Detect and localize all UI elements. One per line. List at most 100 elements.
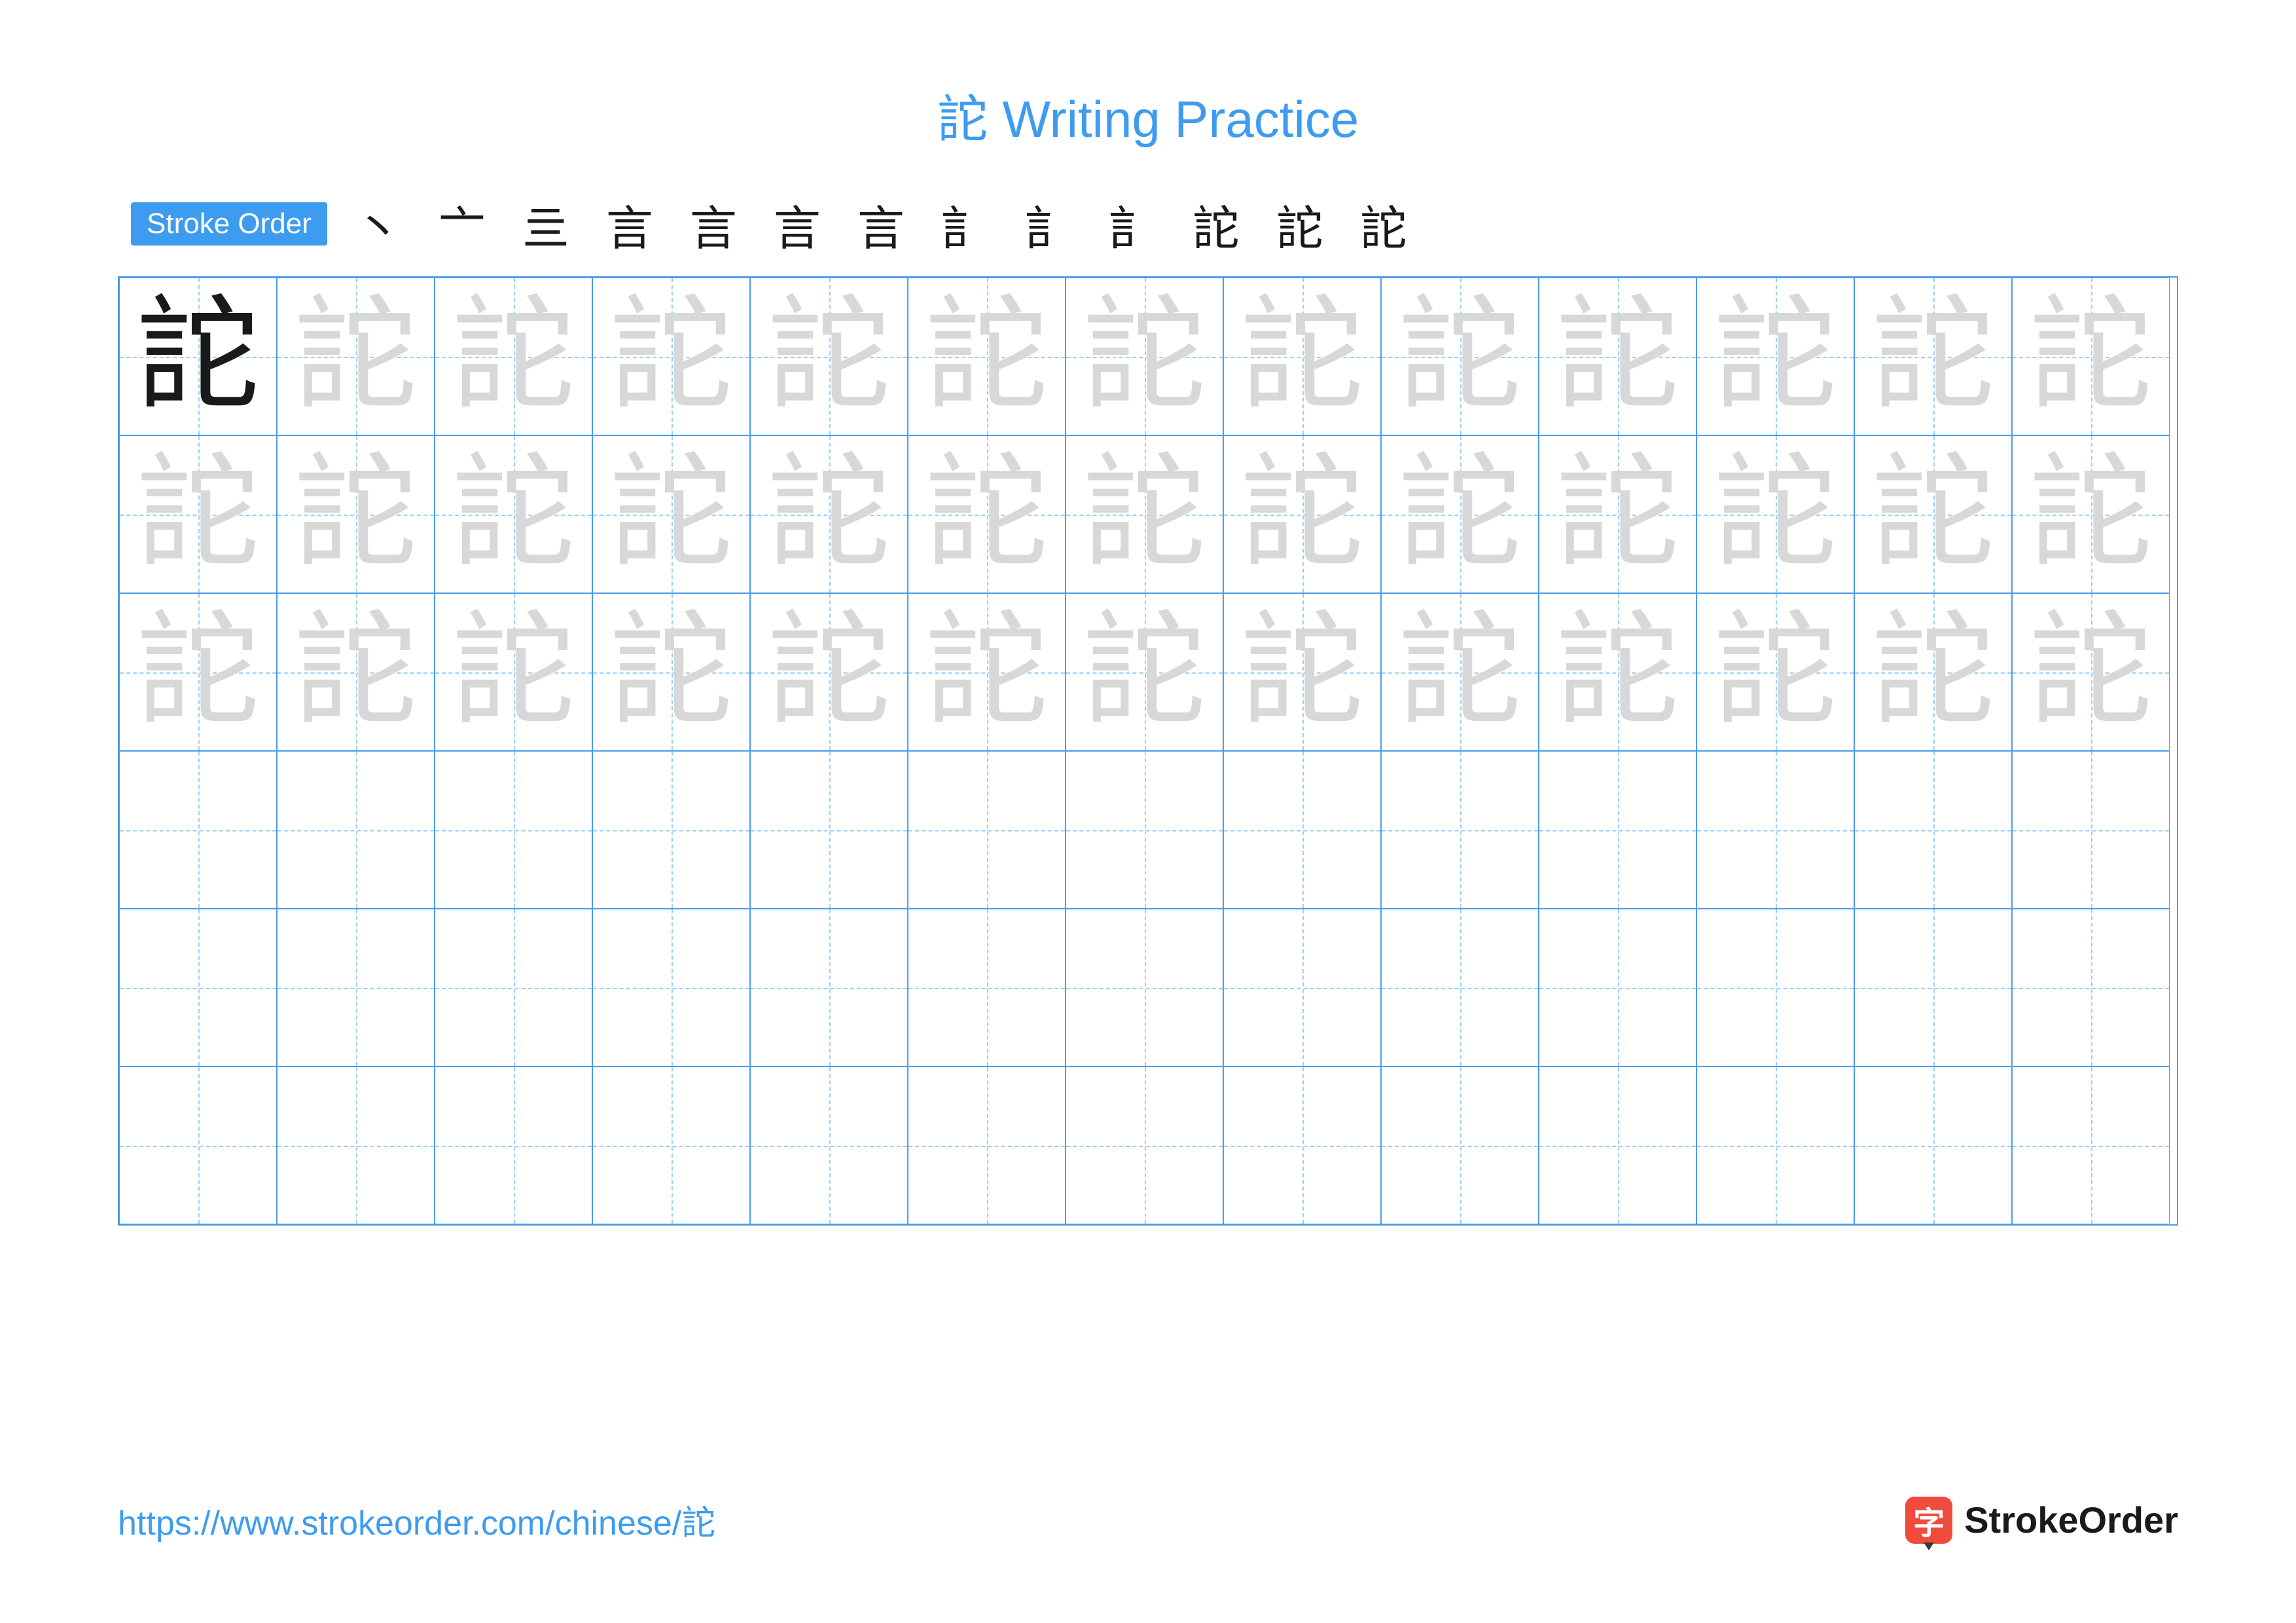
grid-cell: 詑: [119, 278, 277, 435]
grid-cell: 詑: [1539, 593, 1696, 751]
grid-cell: [1696, 909, 1854, 1067]
trace-character: 詑: [293, 452, 418, 577]
grid-cell: [119, 1067, 277, 1224]
grid-cell: [1381, 751, 1539, 909]
trace-character: 詑: [293, 295, 418, 419]
grid-row: 詑詑詑詑詑詑詑詑詑詑詑詑詑: [119, 278, 2177, 435]
grid-cell: 詑: [1696, 593, 1854, 751]
grid-cell: 詑: [1381, 278, 1539, 435]
grid-cell: 詑: [1696, 278, 1854, 435]
grid-cell: [119, 751, 277, 909]
grid-row: 詑詑詑詑詑詑詑詑詑詑詑詑詑: [119, 593, 2177, 751]
stroke-step-13: 詑: [1351, 191, 1416, 257]
grid-cell: 詑: [1854, 593, 2012, 751]
trace-character: 詑: [766, 452, 891, 577]
logo-text: StrokeOrder: [1964, 1499, 2178, 1541]
source-url: https://www.strokeorder.com/chinese/詑: [118, 1495, 715, 1544]
trace-character: 詑: [451, 610, 575, 735]
grid-cell: [1539, 1067, 1696, 1224]
stroke-step-6: 言: [764, 191, 830, 257]
trace-character: 詑: [2028, 452, 2153, 577]
grid-cell: [1223, 1067, 1381, 1224]
trace-character: 詑: [766, 295, 891, 419]
grid-cell: 詑: [1539, 435, 1696, 593]
trace-character: 詑: [609, 452, 733, 577]
stroke-step-8: 訁: [932, 191, 997, 257]
grid-cell: 詑: [435, 593, 592, 751]
trace-character: 詑: [924, 295, 1049, 419]
grid-cell: [435, 1067, 592, 1224]
trace-character: 詑: [293, 610, 418, 735]
logo-icon: 字: [1905, 1497, 1952, 1544]
grid-cell: 詑: [2012, 435, 2170, 593]
stroke-steps-container: 丶亠亖言言言言訁訁訁詑詑詑: [346, 191, 1416, 257]
grid-cell: [1066, 751, 1223, 909]
grid-cell: 詑: [592, 435, 750, 593]
stroke-step-3: 亖: [513, 191, 579, 257]
trace-character: 詑: [451, 452, 575, 577]
trace-character: 詑: [766, 610, 891, 735]
trace-character: 詑: [1240, 295, 1364, 419]
trace-character: 詑: [1555, 610, 1679, 735]
grid-cell: 詑: [1223, 593, 1381, 751]
grid-cell: [908, 751, 1066, 909]
grid-cell: 詑: [1223, 435, 1381, 593]
trace-character: 詑: [1082, 452, 1206, 577]
footer: https://www.strokeorder.com/chinese/詑 字 …: [118, 1495, 2178, 1544]
grid-cell: [908, 1067, 1066, 1224]
grid-cell: 詑: [1066, 593, 1223, 751]
trace-character: 詑: [2028, 295, 2153, 419]
trace-character: 詑: [1871, 610, 1995, 735]
trace-character: 詑: [1397, 610, 1522, 735]
trace-character: 詑: [1240, 610, 1364, 735]
grid-cell: [1066, 909, 1223, 1067]
grid-cell: 詑: [908, 435, 1066, 593]
grid-cell: 詑: [750, 435, 908, 593]
trace-character: 詑: [2028, 610, 2153, 735]
stroke-step-4: 言: [597, 191, 662, 257]
grid-cell: 詑: [277, 278, 435, 435]
grid-cell: [750, 751, 908, 909]
grid-cell: [435, 751, 592, 909]
trace-character: 詑: [1713, 295, 1837, 419]
trace-character: 詑: [1555, 452, 1679, 577]
trace-character: 詑: [1555, 295, 1679, 419]
grid-cell: 詑: [119, 593, 277, 751]
grid-cell: 詑: [908, 278, 1066, 435]
grid-cell: [277, 909, 435, 1067]
grid-cell: [592, 1067, 750, 1224]
trace-character: 詑: [1871, 295, 1995, 419]
stroke-step-2: 亠: [429, 191, 495, 257]
grid-cell: [1539, 751, 1696, 909]
stroke-step-10: 訁: [1100, 191, 1165, 257]
grid-cell: [1539, 909, 1696, 1067]
trace-character: 詑: [135, 610, 260, 735]
trace-character: 詑: [1082, 610, 1206, 735]
stroke-step-11: 詑: [1183, 191, 1249, 257]
grid-cell: [1696, 751, 1854, 909]
grid-cell: 詑: [750, 278, 908, 435]
trace-character: 詑: [1240, 452, 1364, 577]
trace-character: 詑: [451, 295, 575, 419]
grid-row: [119, 909, 2177, 1067]
grid-cell: [750, 909, 908, 1067]
trace-character: 詑: [1397, 295, 1522, 419]
trace-character: 詑: [609, 295, 733, 419]
trace-character: 詑: [1871, 452, 1995, 577]
grid-cell: 詑: [435, 278, 592, 435]
trace-character: 詑: [924, 452, 1049, 577]
stroke-step-12: 詑: [1267, 191, 1333, 257]
grid-row: [119, 751, 2177, 909]
stroke-step-5: 言: [681, 191, 746, 257]
grid-cell: 詑: [908, 593, 1066, 751]
grid-cell: 詑: [2012, 278, 2170, 435]
trace-character: 詑: [1082, 295, 1206, 419]
trace-character: 詑: [1713, 452, 1837, 577]
stroke-order-badge: Stroke Order: [131, 202, 327, 246]
stroke-step-9: 訁: [1016, 191, 1081, 257]
grid-cell: [435, 909, 592, 1067]
grid-cell: [1854, 751, 2012, 909]
grid-cell: [1854, 909, 2012, 1067]
grid-cell: [1066, 1067, 1223, 1224]
grid-cell: 詑: [1854, 278, 2012, 435]
